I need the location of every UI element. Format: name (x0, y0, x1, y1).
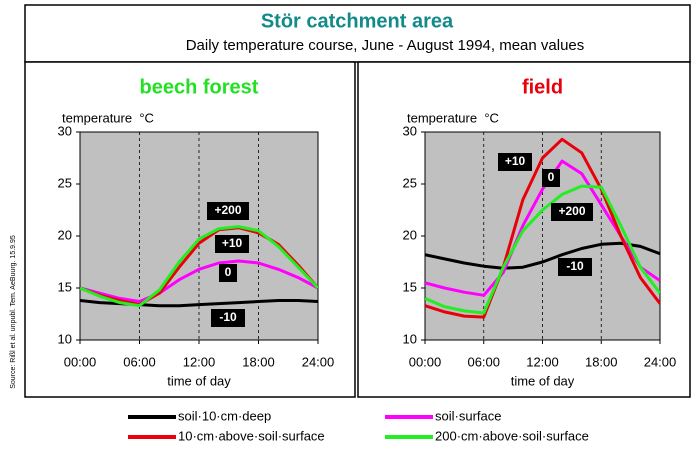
series-label: +10 (222, 236, 243, 250)
x-tick-label: 00:00 (409, 354, 442, 369)
title: Stör catchment area (261, 10, 454, 32)
series-label-box (542, 169, 560, 187)
series-label: +200 (558, 204, 585, 218)
y-tick-label: 15 (403, 279, 417, 294)
series-line (425, 137, 660, 319)
series-label-box (551, 203, 593, 221)
x-tick-label: 00:00 (64, 354, 97, 369)
series-line (425, 184, 660, 315)
series-label: 0 (225, 265, 232, 279)
series-label-box (558, 258, 592, 276)
y-tick-label: 25 (403, 175, 417, 190)
series-label: -10 (566, 259, 584, 273)
series-label-box (207, 202, 249, 220)
x-tick-label: 18:00 (585, 354, 618, 369)
y-tick-label: 30 (403, 123, 417, 138)
series-label: +200 (214, 203, 241, 217)
series-line (425, 241, 660, 270)
series-label-box (211, 309, 245, 327)
x-axis-label: time of day (511, 373, 575, 388)
y-tick-label: 10 (58, 331, 72, 346)
source-note: Source: Rißl et al. unpubl. Tem. AeBuurg… (10, 235, 17, 389)
x-axis-label: time of day (167, 373, 231, 388)
series-line (80, 225, 318, 308)
x-tick-label: 18:00 (242, 354, 275, 369)
y-tick-label: 25 (58, 175, 72, 190)
subtitle: Daily temperature course, June - August … (186, 37, 585, 54)
x-tick-label: 12:00 (526, 354, 559, 369)
header-box (24, 4, 691, 63)
x-tick-label: 12:00 (183, 354, 216, 369)
legend-label: soil·10·cm·deep (178, 408, 271, 423)
legend-label: 10·cm·above·soil·surface (178, 428, 325, 443)
y-tick-label: 10 (403, 331, 417, 346)
panel-title: beech forest (140, 76, 259, 98)
y-axis-label: temperature °C (407, 110, 499, 125)
x-tick-label: 06:00 (467, 354, 500, 369)
y-axis-label: temperature °C (62, 110, 154, 125)
legend-label: soil·surface (435, 408, 501, 423)
series-line (80, 226, 318, 307)
series-line (80, 259, 318, 303)
y-tick-label: 30 (58, 123, 72, 138)
series-label: +10 (505, 154, 526, 168)
y-tick-label: 20 (58, 227, 72, 242)
series-label: -10 (219, 310, 237, 324)
x-tick-label: 24:00 (644, 354, 677, 369)
legend-label: 200·cm·above·soil·surface (435, 428, 589, 443)
panel-title: field (522, 76, 563, 98)
x-tick-label: 24:00 (302, 354, 335, 369)
series-label-box (498, 153, 532, 171)
series-label: 0 (548, 170, 555, 184)
series-label-box (215, 235, 249, 253)
y-tick-label: 20 (403, 227, 417, 242)
y-tick-label: 15 (58, 279, 72, 294)
series-label-box (219, 264, 237, 282)
x-tick-label: 06:00 (123, 354, 156, 369)
